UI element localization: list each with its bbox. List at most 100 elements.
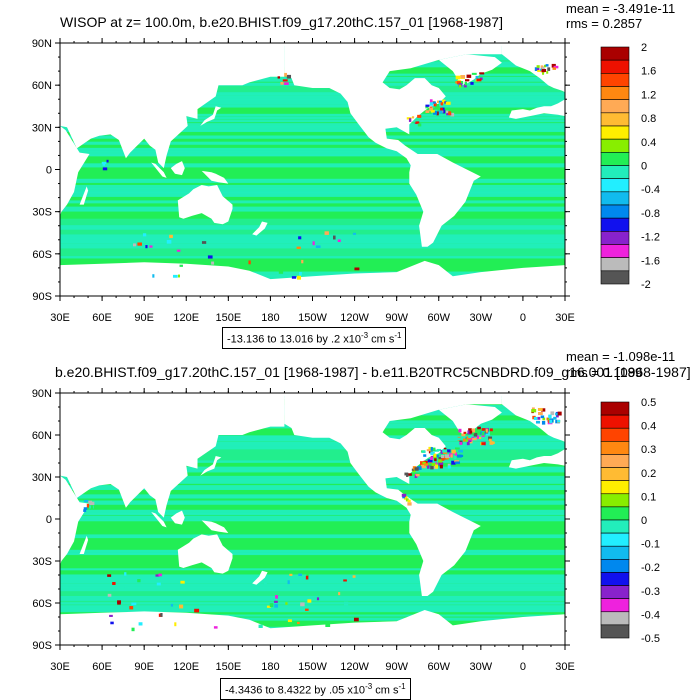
panel-2-range-exp: -3 (365, 682, 373, 691)
anomaly-speckle (213, 626, 218, 629)
anomaly-speckle (467, 430, 472, 435)
anomaly-speckle (333, 235, 336, 240)
colorbar-swatch (600, 217, 630, 232)
anomaly-speckle (324, 231, 329, 235)
anomaly-speckle (472, 438, 477, 441)
land-americas-2 (284, 393, 502, 596)
colorbar-label: 1.6 (641, 66, 656, 78)
anomaly-speckle (540, 415, 545, 419)
teal-band (60, 200, 565, 204)
anomaly-speckle (152, 274, 155, 278)
anomaly-speckle (338, 592, 341, 596)
panel-1-range-box: -13.136 to 13.016 by .2 x10-3 cm s-1 (222, 327, 407, 349)
anomaly-speckle (284, 72, 288, 77)
anomaly-speckle (436, 448, 442, 452)
anomaly-speckle (438, 100, 442, 103)
anomaly-speckle (407, 502, 412, 506)
teal-band (60, 500, 565, 505)
anomaly-speckle (476, 435, 479, 439)
anomaly-speckle (548, 414, 552, 419)
anomaly-speckle (436, 454, 439, 458)
colorbar-swatch (600, 204, 630, 219)
anomaly-speckle (439, 464, 443, 469)
anomaly-speckle (430, 465, 434, 470)
anomaly-speckle (490, 441, 495, 445)
anomaly-speckle (444, 101, 447, 104)
colorbar-swatch (600, 454, 630, 468)
anomaly-speckle (412, 468, 416, 473)
land-greenland-2 (438, 404, 502, 435)
x-tick-label: 90W (385, 312, 408, 324)
colorbar-label: 2 (641, 42, 647, 54)
anomaly-speckle (551, 63, 556, 68)
anomaly-speckle (456, 81, 462, 85)
land-sumatra-1 (151, 162, 167, 178)
x-tick-label: 150E (215, 661, 241, 673)
colorbar-swatch (600, 598, 630, 613)
anomaly-speckle (438, 462, 444, 466)
colorbar-swatch (600, 493, 630, 508)
anomaly-speckle (442, 449, 447, 453)
anomaly-speckle (88, 500, 93, 504)
anomaly-speckle (248, 260, 251, 265)
land-greenland-1 (438, 54, 502, 86)
colorbar-label: 0.8 (641, 113, 656, 125)
anomaly-speckle (461, 433, 466, 437)
anomaly-speckle (430, 447, 436, 452)
x-tick-label: 120E (173, 661, 199, 673)
colorbar-swatch (600, 414, 630, 429)
anomaly-speckle (553, 416, 557, 420)
teal-band (60, 154, 565, 157)
anomaly-speckle (541, 68, 547, 72)
anomaly-speckle (531, 409, 537, 413)
panel-1-rms: rms = 0.2857 (566, 16, 643, 31)
y-tick-label: 30N (32, 122, 52, 134)
anomaly-speckle (455, 75, 461, 80)
x-tick-label: 0 (520, 312, 526, 324)
teal-band (60, 178, 565, 183)
anomaly-speckle (300, 602, 305, 607)
anomaly-speckle (109, 614, 113, 617)
colorbar-swatch (600, 231, 630, 245)
anomaly-speckle (417, 123, 422, 127)
colorbar-label: 0 (641, 515, 647, 527)
x-tick-label: 30W (470, 312, 493, 324)
colorbar-swatch (600, 611, 630, 626)
teal-band (60, 568, 565, 571)
y-tick-label: 90S (32, 291, 52, 303)
land-europe-1 (508, 99, 565, 119)
anomaly-speckle (428, 449, 433, 454)
anomaly-speckle (461, 441, 465, 445)
anomaly-speckle (441, 107, 445, 110)
anomaly-speckle (537, 407, 543, 411)
land-africa-2 (60, 475, 90, 566)
anomaly-speckle (131, 627, 135, 632)
anomaly-speckle (537, 70, 542, 73)
anomaly-speckle (434, 103, 437, 107)
anomaly-speckle (542, 417, 546, 421)
anomaly-speckle (408, 118, 412, 122)
y-tick-label: 60N (32, 430, 52, 442)
anomaly-speckle (306, 572, 309, 577)
anomaly-speckle (485, 428, 488, 433)
colorbar-label: 0.1 (641, 491, 656, 503)
anomaly-speckle (434, 462, 438, 465)
colorbar-swatch (600, 480, 630, 495)
colorbar-swatch (600, 191, 630, 206)
x-tick-label: 30E (555, 312, 575, 324)
anomaly-speckle (354, 267, 360, 271)
anomaly-speckle (477, 426, 481, 430)
y-tick-label: 0 (46, 165, 52, 177)
anomaly-speckle (433, 453, 437, 457)
anomaly-speckle (445, 110, 449, 114)
colorbar-swatch (600, 178, 630, 193)
anomaly-speckle (207, 255, 213, 259)
anomaly-speckle (404, 472, 409, 476)
colorbar-swatch (600, 506, 630, 521)
anomaly-speckle (433, 110, 438, 115)
teal-band (60, 188, 565, 194)
anomaly-speckle (286, 74, 292, 79)
anomaly-speckle (440, 449, 444, 454)
anomaly-speckle (137, 242, 142, 246)
teal-band (60, 147, 565, 152)
